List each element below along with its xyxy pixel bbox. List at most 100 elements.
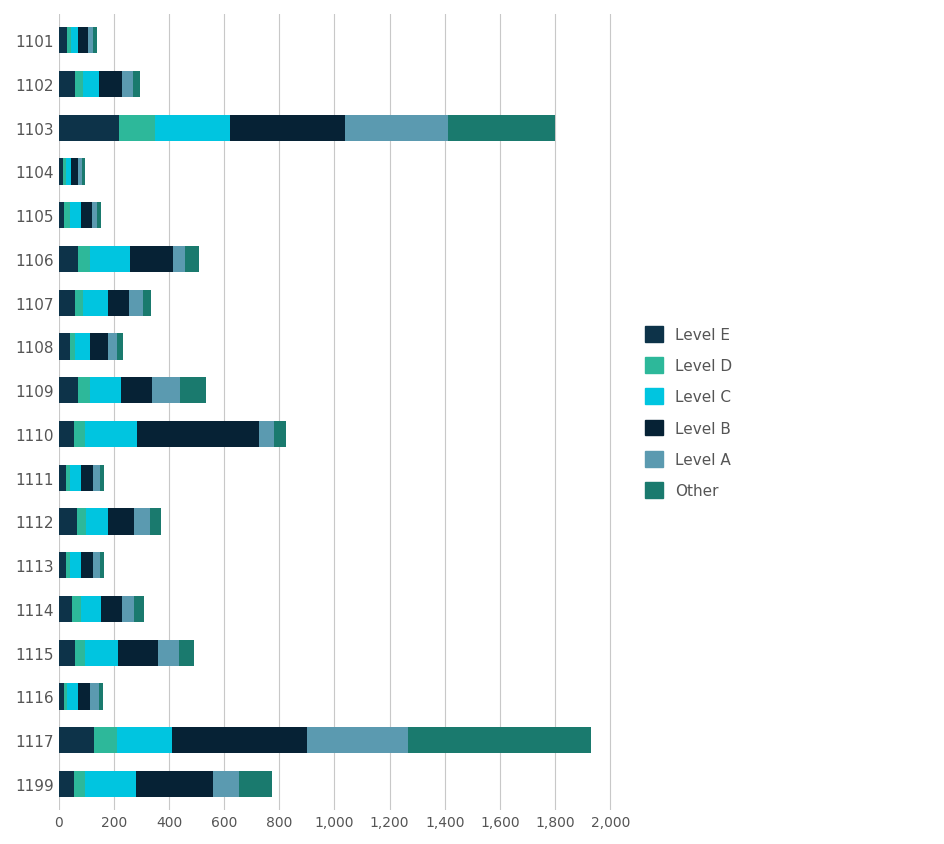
Bar: [212, 771, 239, 797]
Bar: [82, 160, 85, 186]
Bar: [67, 684, 77, 710]
Bar: [94, 728, 116, 754]
Bar: [76, 334, 91, 360]
Bar: [59, 421, 74, 447]
Bar: [100, 552, 104, 579]
Bar: [133, 72, 140, 98]
Bar: [109, 334, 116, 360]
Bar: [71, 160, 77, 186]
Bar: [86, 509, 109, 535]
Bar: [59, 72, 76, 98]
Bar: [98, 684, 103, 710]
Bar: [407, 728, 590, 754]
Bar: [74, 421, 85, 447]
Bar: [77, 28, 88, 54]
Bar: [77, 377, 91, 403]
Bar: [59, 290, 76, 316]
Bar: [179, 377, 206, 403]
Bar: [259, 421, 274, 447]
Bar: [97, 203, 101, 229]
Bar: [91, 684, 98, 710]
Bar: [59, 640, 76, 666]
Bar: [65, 465, 70, 491]
Bar: [109, 290, 128, 316]
Bar: [109, 509, 134, 535]
Bar: [70, 552, 80, 579]
Bar: [59, 246, 77, 273]
Bar: [116, 334, 124, 360]
Bar: [307, 728, 407, 754]
Bar: [92, 203, 97, 229]
Bar: [91, 334, 109, 360]
Bar: [76, 640, 85, 666]
Bar: [85, 421, 137, 447]
Bar: [98, 72, 122, 98]
Bar: [76, 509, 86, 535]
Bar: [88, 28, 93, 54]
Bar: [80, 465, 93, 491]
Bar: [70, 465, 80, 491]
Bar: [152, 377, 179, 403]
Bar: [59, 771, 74, 797]
Bar: [93, 28, 97, 54]
Bar: [101, 596, 122, 622]
Bar: [59, 28, 67, 54]
Bar: [65, 552, 70, 579]
Bar: [59, 728, 94, 754]
Bar: [77, 160, 82, 186]
Bar: [447, 116, 554, 142]
Bar: [178, 640, 194, 666]
Bar: [59, 203, 64, 229]
Bar: [143, 290, 151, 316]
Bar: [155, 116, 229, 142]
Bar: [76, 290, 83, 316]
Bar: [93, 465, 100, 491]
Bar: [118, 640, 158, 666]
Bar: [119, 116, 155, 142]
Bar: [80, 552, 93, 579]
Bar: [239, 771, 272, 797]
Bar: [122, 72, 133, 98]
Bar: [100, 465, 104, 491]
Bar: [136, 771, 212, 797]
Bar: [80, 203, 92, 229]
Bar: [59, 160, 62, 186]
Bar: [80, 596, 101, 622]
Bar: [76, 72, 83, 98]
Bar: [91, 377, 121, 403]
Bar: [59, 465, 65, 491]
Bar: [83, 290, 109, 316]
Bar: [93, 552, 100, 579]
Bar: [70, 334, 76, 360]
Bar: [116, 728, 172, 754]
Bar: [70, 203, 80, 229]
Bar: [59, 596, 73, 622]
Bar: [130, 246, 173, 273]
Bar: [77, 684, 91, 710]
Bar: [137, 421, 259, 447]
Bar: [85, 771, 136, 797]
Bar: [91, 246, 130, 273]
Bar: [172, 728, 307, 754]
Bar: [134, 509, 149, 535]
Legend: Level E, Level D, Level C, Level B, Level A, Other: Level E, Level D, Level C, Level B, Leve…: [636, 319, 739, 506]
Bar: [65, 160, 71, 186]
Bar: [185, 246, 199, 273]
Bar: [83, 72, 98, 98]
Bar: [64, 684, 67, 710]
Bar: [77, 246, 91, 273]
Bar: [64, 203, 70, 229]
Bar: [122, 596, 134, 622]
Bar: [73, 596, 80, 622]
Bar: [59, 334, 70, 360]
Bar: [85, 640, 118, 666]
Bar: [59, 509, 76, 535]
Bar: [71, 28, 77, 54]
Bar: [149, 509, 160, 535]
Bar: [346, 116, 447, 142]
Bar: [59, 552, 65, 579]
Bar: [173, 246, 185, 273]
Bar: [134, 596, 144, 622]
Bar: [59, 377, 77, 403]
Bar: [59, 116, 119, 142]
